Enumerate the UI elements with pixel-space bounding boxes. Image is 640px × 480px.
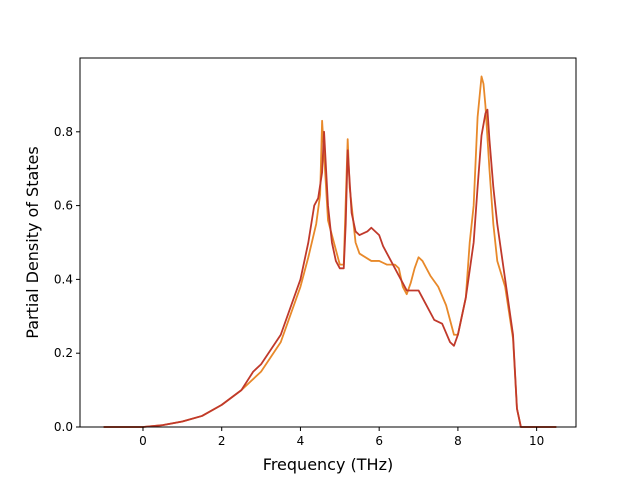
y-tick-label: 0.4 [54, 272, 73, 286]
y-tick-label: 0.8 [54, 125, 73, 139]
x-tick-label: 8 [454, 434, 462, 448]
y-axis-label: Partial Density of States [23, 146, 42, 338]
x-tick-label: 10 [529, 434, 544, 448]
y-tick-label: 0.6 [54, 199, 73, 213]
series-layer [103, 75, 557, 428]
y-tick-label: 0.2 [54, 346, 73, 360]
x-tick-label: 0 [139, 434, 147, 448]
x-tick-label: 2 [218, 434, 226, 448]
y-tick-label: 0.0 [54, 420, 73, 434]
ticks-layer: 0 2 4 6 8 10 0.0 0.2 0.4 0.6 0.8 [54, 125, 544, 448]
x-tick-label: 4 [297, 434, 305, 448]
series-line-2 [103, 108, 557, 428]
plot-frame [79, 57, 577, 428]
x-tick-label: 6 [375, 434, 383, 448]
x-axis-label: Frequency (THz) [263, 455, 393, 474]
